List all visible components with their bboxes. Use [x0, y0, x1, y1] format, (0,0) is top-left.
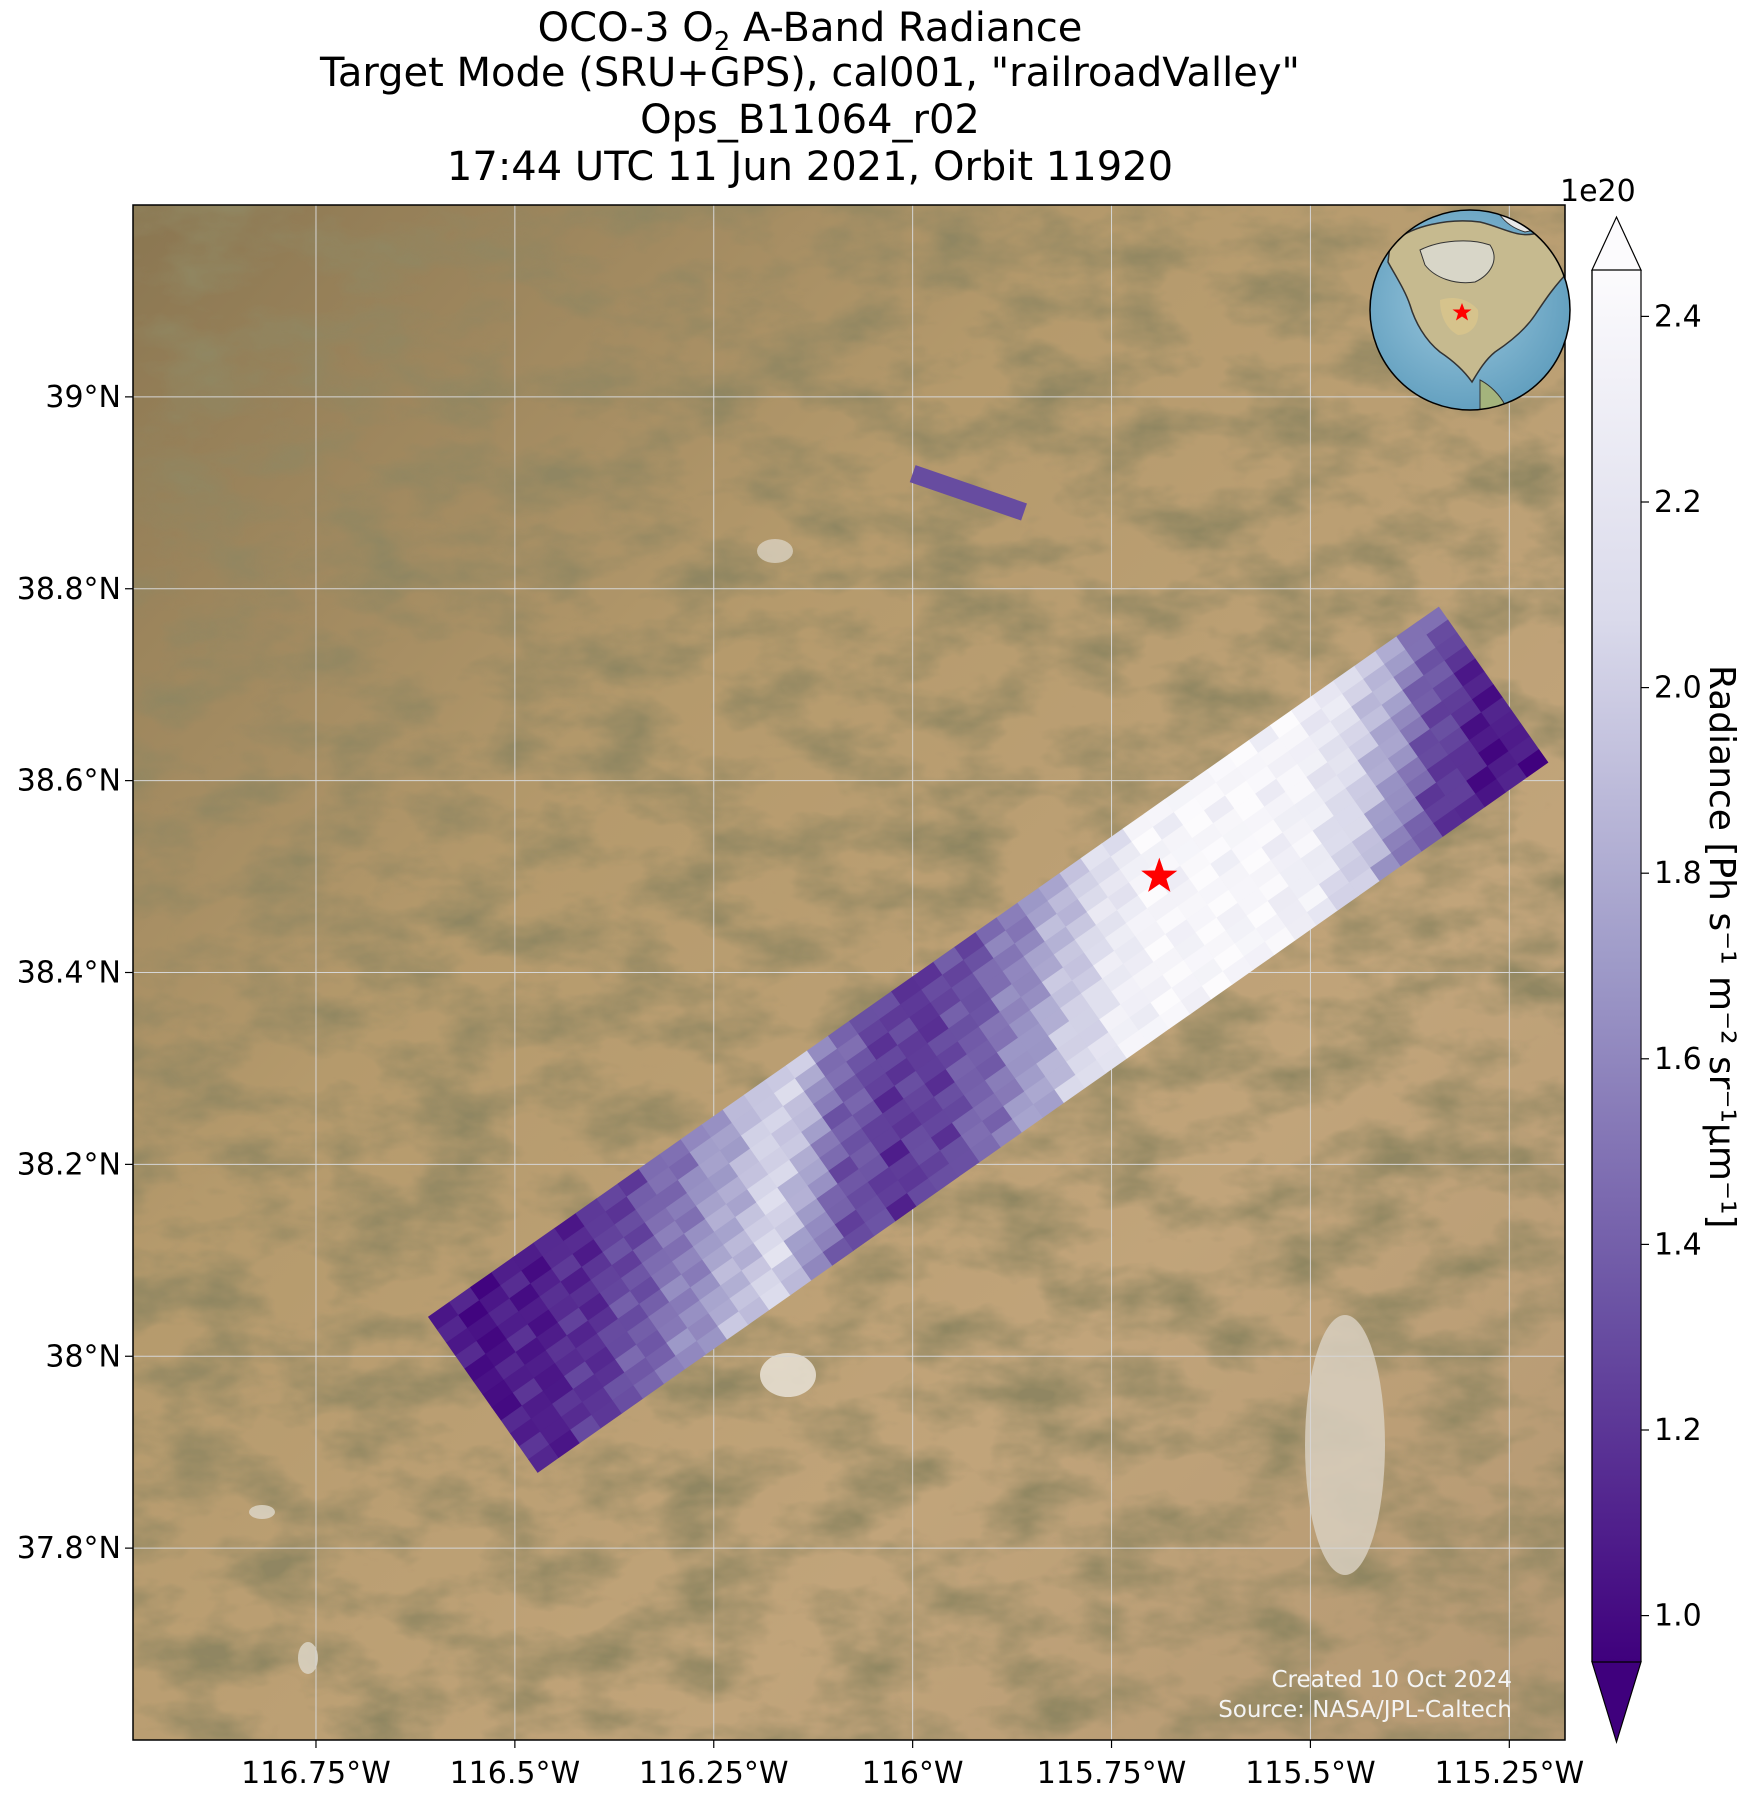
credit-source: Source: NASA/JPL-Caltech	[1218, 1697, 1512, 1723]
map-area	[133, 205, 1565, 1740]
colorbar-tick-label: 2.0	[1654, 671, 1702, 706]
chart-title-line-2: Target Mode (SRU+GPS), cal001, "railroad…	[320, 50, 1300, 96]
dry-lake-bed	[249, 1505, 275, 1519]
dry-lake-bed	[760, 1353, 816, 1397]
globe-location-star-icon	[1452, 303, 1472, 321]
x-tick-label: 116.25°W	[639, 1756, 789, 1791]
globe-land	[1419, 240, 1495, 284]
y-tick-label: 39°N	[45, 380, 121, 415]
y-axis-ticks: 37.8°N 38°N 38.2°N 38.4°N 38.6°N 38.8°N 39°N	[17, 380, 133, 1566]
colorbar-tick-label: 1.0	[1654, 1599, 1702, 1634]
y-tick-label: 38.8°N	[17, 572, 121, 607]
chart-title-line-4: 17:44 UTC 11 Jun 2021, Orbit 11920	[446, 144, 1174, 190]
swath-fragment	[909, 465, 1027, 521]
colorbar-tick-label: 1.4	[1654, 1227, 1702, 1262]
colorbar-tick-label: 2.2	[1654, 485, 1702, 520]
credit-created: Created 10 Oct 2024	[1271, 1667, 1512, 1693]
colorbar-tick-label: 1.2	[1654, 1413, 1702, 1448]
colorbar-extend-max	[1591, 215, 1642, 271]
y-tick-label: 38.4°N	[17, 956, 121, 991]
target-star-marker	[1141, 857, 1178, 892]
dry-lake-bed	[1305, 1315, 1385, 1575]
y-tick-label: 38°N	[45, 1339, 121, 1374]
gridlines	[133, 205, 1565, 1740]
chart-title-line-3: Ops_B11064_r02	[640, 97, 980, 143]
y-tick-label: 37.8°N	[17, 1531, 121, 1566]
colorbar-tick-label: 1.8	[1654, 856, 1702, 891]
swath-cell	[1517, 749, 1549, 778]
colorbar: 1.0 1.2 1.4 1.6 1.8 2.0 2.2 2.4	[1591, 215, 1702, 1745]
dry-lake-bed	[757, 539, 793, 563]
chart-title-line-1: OCO-3 O2 A-Band Radiance	[537, 5, 1083, 57]
radiance-swath	[427, 465, 1549, 1473]
x-tick-label: 115.25°W	[1434, 1756, 1584, 1791]
globe-inset	[1369, 209, 1571, 411]
globe-outline	[1369, 209, 1571, 411]
x-tick-label: 115.5°W	[1245, 1756, 1376, 1791]
colorbar-ticks: 1.0 1.2 1.4 1.6 1.8 2.0 2.2 2.4	[1641, 299, 1702, 1634]
x-tick-label: 115.75°W	[1037, 1756, 1187, 1791]
x-axis-ticks: 116.75°W 116.5°W 116.25°W 116°W 115.75°W 115.…	[241, 1740, 1584, 1791]
colorbar-extend-min	[1591, 1661, 1642, 1745]
x-tick-label: 116°W	[862, 1756, 964, 1791]
x-tick-label: 116.5°W	[450, 1756, 581, 1791]
colorbar-tick-label: 1.6	[1654, 1042, 1702, 1077]
target-star-icon	[1141, 857, 1178, 892]
x-tick-label: 116.75°W	[241, 1756, 391, 1791]
colorbar-body	[1592, 270, 1641, 1662]
y-tick-label: 38.2°N	[17, 1147, 121, 1182]
colorbar-label: Radiance [Ph s⁻¹ m⁻² sr⁻¹μm⁻¹]	[1701, 665, 1742, 1229]
y-tick-label: 38.6°N	[17, 764, 121, 799]
colorbar-tick-label: 2.4	[1654, 299, 1702, 334]
dry-lake-bed	[298, 1642, 318, 1674]
colorbar-exponent: 1e20	[1560, 174, 1636, 209]
